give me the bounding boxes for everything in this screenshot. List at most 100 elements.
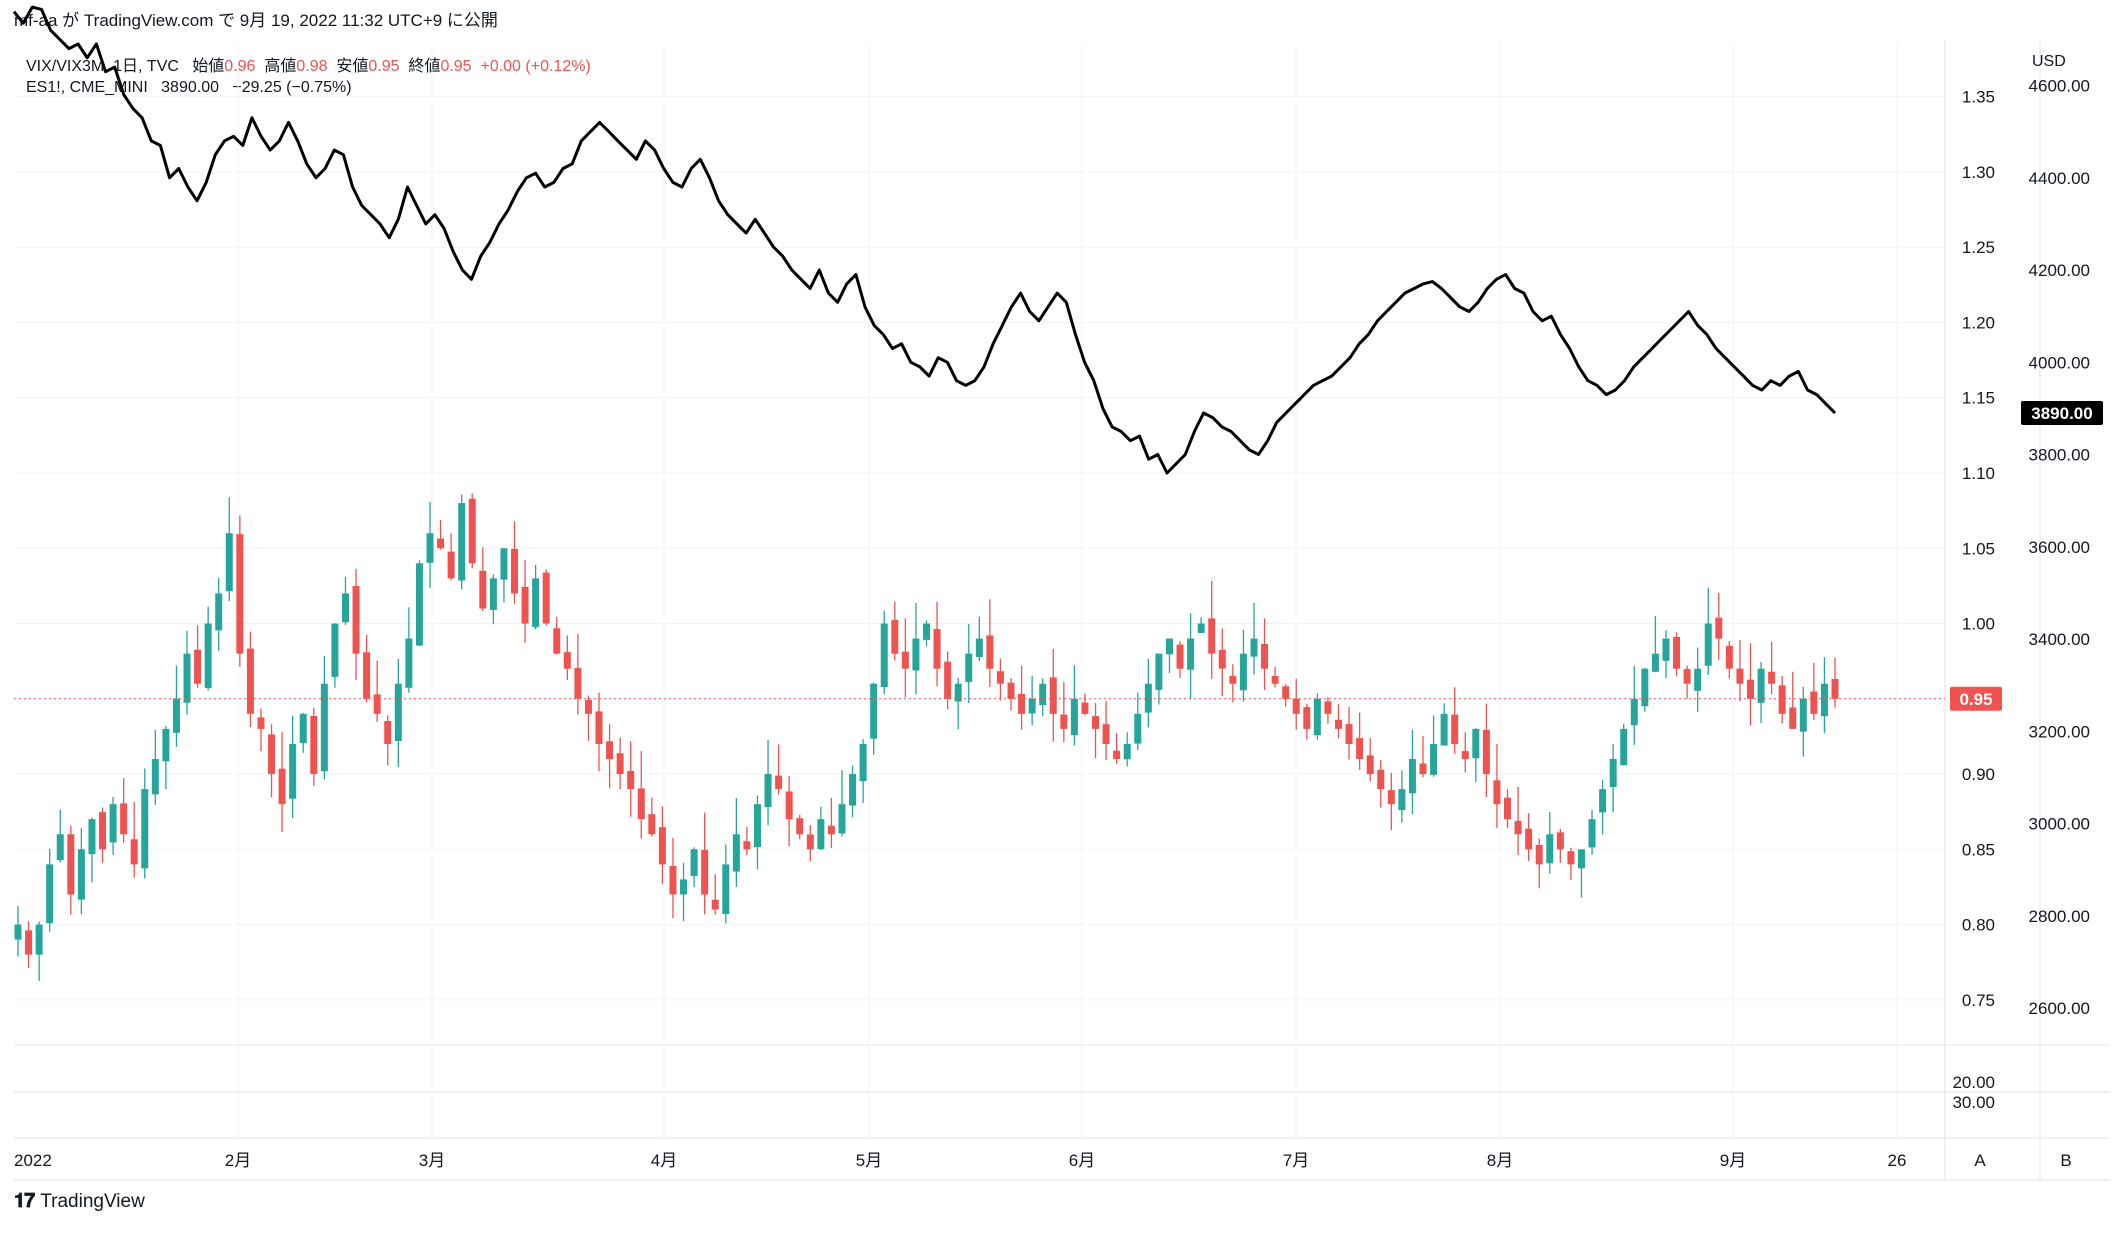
left-tick-label: 0.90 [1962, 765, 1995, 784]
candle-body [1070, 698, 1078, 736]
candle-body [1789, 707, 1797, 729]
candle-body [1356, 738, 1364, 759]
candle-body [648, 814, 656, 835]
candle-body [1408, 759, 1416, 794]
candle-body [1472, 728, 1480, 759]
right-tick-label: 4400.00 [2029, 169, 2090, 188]
left-tick-label: 0.85 [1962, 840, 1995, 859]
legend-es-symbol: ES1!, CME_MINI [26, 79, 148, 96]
candle-body [1334, 719, 1342, 729]
candle-body [1123, 743, 1131, 760]
candle-body [996, 671, 1004, 684]
x-tick-label: 2月 [225, 1151, 251, 1170]
candle-body [827, 825, 835, 835]
candle-body [1620, 728, 1628, 766]
candle-body [1250, 638, 1258, 657]
candle-body [1810, 691, 1818, 714]
candle-body [1757, 668, 1765, 703]
candle-body [785, 791, 793, 820]
candle-body [141, 789, 149, 869]
candle-body [88, 819, 96, 855]
right-tick-label: 3800.00 [2029, 446, 2090, 465]
candle-body [500, 548, 508, 580]
candle-body [1239, 653, 1247, 691]
candle-body [278, 768, 286, 805]
candle-body [796, 818, 804, 835]
candle-body [1018, 693, 1026, 714]
candle-body [1577, 849, 1585, 869]
candle-body [944, 661, 952, 699]
candle-body [637, 788, 645, 820]
legend-es[interactable]: ES1!, CME_MINI 3890.00 −29.25 (−0.75%) [26, 79, 352, 97]
tradingview-brand[interactable]: 𝟏𝟕 TradingView [14, 1190, 145, 1213]
x-tick-label: 4月 [651, 1151, 677, 1170]
candle-body [859, 743, 867, 782]
candle-body [923, 623, 930, 640]
candle-body [1113, 750, 1121, 759]
candle-body [1609, 759, 1617, 788]
candle-body [975, 638, 983, 657]
candle-body [1028, 698, 1036, 714]
candle-body [1651, 653, 1659, 672]
candle-body [1208, 618, 1216, 654]
candle-body [246, 648, 254, 714]
candle-body [458, 503, 466, 581]
candle-body [1218, 649, 1226, 669]
candle-body [194, 649, 202, 684]
candle-body [1102, 724, 1110, 744]
candle-body [690, 849, 698, 877]
candle-body [437, 538, 445, 549]
candle-body [1725, 645, 1733, 669]
candle-body [1662, 638, 1670, 661]
candle-body [753, 804, 761, 847]
candle-body [711, 899, 719, 910]
candle-body [563, 652, 571, 669]
candle-body [606, 741, 614, 759]
candle-body [25, 930, 33, 955]
candle-body [14, 924, 22, 940]
candle-body [542, 572, 550, 624]
candle-body [680, 879, 688, 895]
candle-body [331, 623, 339, 677]
candle-body [151, 759, 159, 795]
candle-body [225, 533, 233, 592]
x-tick-label: 7月 [1283, 1151, 1309, 1170]
candle-body [669, 866, 677, 895]
candle-body [257, 717, 265, 729]
candle-body [320, 683, 328, 772]
candle-body [1271, 676, 1279, 684]
left-tick-label: 1.05 [1962, 539, 1995, 558]
candle-body [743, 841, 751, 850]
candle-body [849, 774, 857, 806]
candle-body [1419, 763, 1427, 775]
candle-body [954, 683, 962, 702]
left-tick-label: 1.15 [1962, 389, 1995, 408]
left-tick-label: 1.25 [1962, 238, 1995, 257]
candle-body [521, 586, 529, 624]
candle-body [1292, 698, 1300, 714]
candle-body [1641, 668, 1649, 707]
candle-body [1261, 643, 1269, 669]
candle-body [1630, 698, 1638, 726]
currency-label: USD [2032, 53, 2066, 70]
candle-body [986, 635, 994, 669]
candle-body [1694, 668, 1702, 691]
right-tick-label: 3400.00 [2029, 630, 2090, 649]
candle-body [1768, 671, 1776, 684]
legend-close: 0.95 [440, 58, 472, 75]
candle-body [447, 551, 455, 579]
candle-body [584, 699, 592, 714]
candle-body [1049, 677, 1057, 714]
right-tick-label: 4000.00 [2029, 353, 2090, 372]
candle-body [870, 683, 878, 739]
left-tick-label: 1.35 [1962, 88, 1995, 107]
candle-body [1303, 707, 1311, 729]
legend-open: 0.96 [224, 58, 256, 75]
legend-open-label: 始値 [192, 58, 225, 75]
legend-low: 0.95 [368, 58, 400, 75]
legend-change: +0.00 (+0.12%) [480, 58, 591, 75]
candle-body [891, 620, 899, 654]
legend-high: 0.98 [296, 58, 328, 75]
legend-vix[interactable]: VIX/VIX3M, 1日, TVC 始値0.96 高値0.98 安値0.95 … [26, 52, 591, 76]
